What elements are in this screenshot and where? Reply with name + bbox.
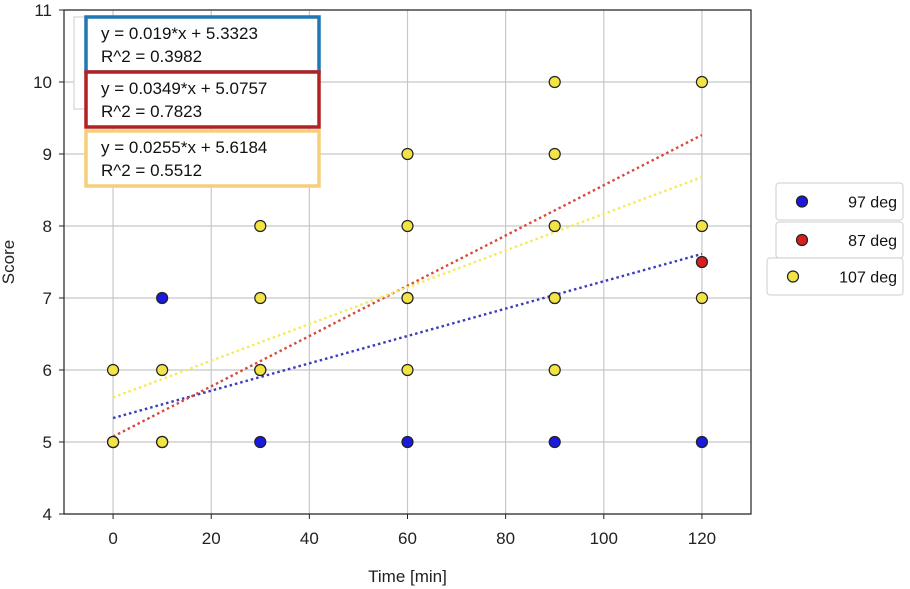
point-107-deg xyxy=(548,147,561,161)
legend-label: 107 deg xyxy=(839,270,897,287)
point-107-deg xyxy=(548,363,561,377)
point-97-deg xyxy=(695,435,709,449)
equation-text: y = 0.0255*x + 5.6184 xyxy=(101,138,267,157)
equation-box xyxy=(84,129,321,188)
point-97-deg xyxy=(156,291,169,305)
legend-box xyxy=(775,182,904,221)
x-tick-label: 60 xyxy=(398,529,417,548)
x-tick-label: 20 xyxy=(202,529,221,548)
point-87-deg xyxy=(695,255,709,269)
trendline-87-deg xyxy=(112,133,703,438)
legend-marker xyxy=(795,195,809,208)
x-tick-label: 0 xyxy=(108,529,117,548)
r-squared-text: R^2 = 0.3982 xyxy=(101,47,202,66)
y-tick-label: 5 xyxy=(43,433,52,452)
y-axis-label: Score xyxy=(0,240,18,284)
legend-label: 97 deg xyxy=(848,195,897,212)
tick-labels: 0 20 40 60 80 100 120 4 5 6 7 8 9 10 11 xyxy=(33,1,716,548)
x-tick-label: 80 xyxy=(496,529,515,548)
y-tick-label: 9 xyxy=(43,145,52,164)
point-97-deg xyxy=(548,435,561,449)
point-107-deg xyxy=(548,75,561,89)
x-tick-label: 40 xyxy=(300,529,319,548)
point-107-deg xyxy=(695,291,709,305)
y-tick-label: 8 xyxy=(43,217,52,236)
trendlines xyxy=(112,133,703,438)
point-107-deg xyxy=(401,219,414,233)
point-107-deg xyxy=(106,363,120,377)
equation-text: y = 0.019*x + 5.3323 xyxy=(101,24,258,43)
point-107-deg xyxy=(548,291,561,305)
point-107-deg xyxy=(156,363,169,377)
legend-marker xyxy=(786,270,800,283)
y-tick-label: 4 xyxy=(43,505,52,524)
point-107-deg xyxy=(254,219,267,233)
r-squared-text: R^2 = 0.5512 xyxy=(101,161,202,180)
point-107-deg xyxy=(548,219,561,233)
equation-boxes: y = 0.019*x + 5.3323 R^2 = 0.3982 y = 0.03… xyxy=(73,15,321,188)
legend-box xyxy=(766,257,904,296)
x-tick-label: 100 xyxy=(590,529,618,548)
point-107-deg xyxy=(401,291,414,305)
data-points xyxy=(106,75,709,449)
y-tick-label: 7 xyxy=(43,289,52,308)
r-squared-text: R^2 = 0.7823 xyxy=(101,102,202,121)
point-107-deg xyxy=(401,363,414,377)
trendline-107-deg xyxy=(112,176,703,399)
point-97-deg xyxy=(254,435,267,449)
equation-text: y = 0.0349*x + 5.0757 xyxy=(101,79,267,98)
equation-box xyxy=(84,15,321,74)
point-107-deg xyxy=(401,147,414,161)
x-tick-label: 120 xyxy=(688,529,716,548)
y-tick-label: 10 xyxy=(33,73,52,92)
point-107-deg xyxy=(254,363,267,377)
legend-marker xyxy=(795,233,809,247)
y-tick-label: 11 xyxy=(34,1,52,20)
point-107-deg xyxy=(156,435,169,449)
point-107-deg xyxy=(254,291,267,305)
point-107-deg xyxy=(695,75,709,89)
point-107-deg xyxy=(106,435,120,449)
equation-box xyxy=(84,70,321,129)
y-tick-label: 6 xyxy=(43,361,52,380)
legend: 97 deg 87 deg 107 deg xyxy=(766,182,904,296)
point-97-deg xyxy=(401,435,414,449)
point-107-deg xyxy=(695,219,709,233)
legend-label: 87 deg xyxy=(848,233,897,250)
x-axis-label: Time [min] xyxy=(368,567,447,586)
